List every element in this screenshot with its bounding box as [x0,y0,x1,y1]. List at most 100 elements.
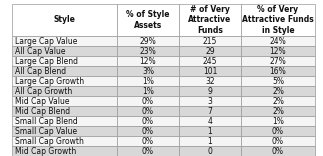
Bar [241,76,315,86]
Text: 0%: 0% [272,136,284,146]
Text: % of Very
Attractive Funds
in Style: % of Very Attractive Funds in Style [242,5,314,35]
Bar [117,146,179,156]
Bar [179,4,241,36]
Bar [179,96,241,106]
Bar [12,56,117,66]
Bar [241,46,315,56]
Text: 1%: 1% [142,86,154,95]
Text: All Cap Value: All Cap Value [15,46,66,56]
Bar [12,36,117,46]
Text: Style: Style [54,15,76,24]
Text: 2%: 2% [272,97,284,105]
Bar [241,66,315,76]
Text: 23%: 23% [140,46,156,56]
Text: All Cap Growth: All Cap Growth [15,86,72,95]
Bar [241,86,315,96]
Text: Small Cap Blend: Small Cap Blend [15,117,78,125]
Bar [12,66,117,76]
Text: 29%: 29% [140,37,156,46]
Bar [179,126,241,136]
Text: 1%: 1% [142,76,154,85]
Text: 2%: 2% [272,107,284,115]
Bar [117,4,179,36]
Text: # of Very
Attractive
Funds: # of Very Attractive Funds [188,5,232,35]
Bar [117,136,179,146]
Bar [12,116,117,126]
Text: Mid Cap Growth: Mid Cap Growth [15,146,76,156]
Bar [241,146,315,156]
Text: 7: 7 [208,107,213,115]
Bar [117,106,179,116]
Text: 1%: 1% [272,117,284,125]
Bar [241,136,315,146]
Text: 24%: 24% [270,37,287,46]
Bar [179,146,241,156]
Text: 12%: 12% [140,56,156,66]
Bar [117,126,179,136]
Bar [117,66,179,76]
Text: 32: 32 [205,76,215,85]
Text: 4: 4 [208,117,213,125]
Bar [12,46,117,56]
Text: Large Cap Value: Large Cap Value [15,37,78,46]
Bar [12,96,117,106]
Bar [117,116,179,126]
Text: 3%: 3% [142,66,154,76]
Bar [179,76,241,86]
Text: 5%: 5% [272,76,284,85]
Text: All Cap Blend: All Cap Blend [15,66,66,76]
Bar [179,136,241,146]
Text: Mid Cap Blend: Mid Cap Blend [15,107,70,115]
Text: Large Cap Blend: Large Cap Blend [15,56,78,66]
Text: 1: 1 [208,127,213,136]
Bar [117,96,179,106]
Text: 0%: 0% [142,146,154,156]
Text: Mid Cap Value: Mid Cap Value [15,97,69,105]
Text: 0: 0 [208,146,213,156]
Bar [117,36,179,46]
Bar [241,96,315,106]
Text: 0%: 0% [142,117,154,125]
Text: 0%: 0% [272,127,284,136]
Text: 1: 1 [208,136,213,146]
Text: 16%: 16% [270,66,287,76]
Bar [179,106,241,116]
Text: Small Cap Value: Small Cap Value [15,127,77,136]
Text: 29: 29 [205,46,215,56]
Bar [117,56,179,66]
Bar [12,106,117,116]
Text: 3: 3 [208,97,213,105]
Bar [179,36,241,46]
Bar [12,76,117,86]
Text: 12%: 12% [270,46,286,56]
Text: 245: 245 [203,56,217,66]
Text: 0%: 0% [142,97,154,105]
Bar [12,86,117,96]
Bar [117,46,179,56]
Bar [12,146,117,156]
Text: 2%: 2% [272,86,284,95]
Bar [179,86,241,96]
Bar [241,116,315,126]
Bar [179,66,241,76]
Bar [12,4,117,36]
Text: % of Style
Assets: % of Style Assets [126,10,170,30]
Bar [179,46,241,56]
Bar [12,126,117,136]
Text: 101: 101 [203,66,217,76]
Bar [241,126,315,136]
Text: Small Cap Growth: Small Cap Growth [15,136,84,146]
Bar [117,76,179,86]
Bar [117,86,179,96]
Text: 9: 9 [208,86,213,95]
Text: 27%: 27% [270,56,287,66]
Text: 0%: 0% [142,127,154,136]
Bar [179,56,241,66]
Bar [241,36,315,46]
Text: 215: 215 [203,37,217,46]
Bar [241,56,315,66]
Text: Large Cap Growth: Large Cap Growth [15,76,84,85]
Text: 0%: 0% [142,107,154,115]
Bar [12,136,117,146]
Text: 0%: 0% [142,136,154,146]
